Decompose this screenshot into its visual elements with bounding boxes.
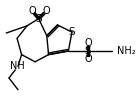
Text: O: O [42,6,50,16]
Text: S: S [35,14,42,24]
Text: S: S [85,46,92,56]
Text: O: O [29,6,36,16]
Text: NH₂: NH₂ [117,46,136,56]
Text: O: O [84,38,92,48]
Text: O: O [84,54,92,64]
Text: S: S [69,27,75,37]
Text: NH: NH [10,61,24,71]
